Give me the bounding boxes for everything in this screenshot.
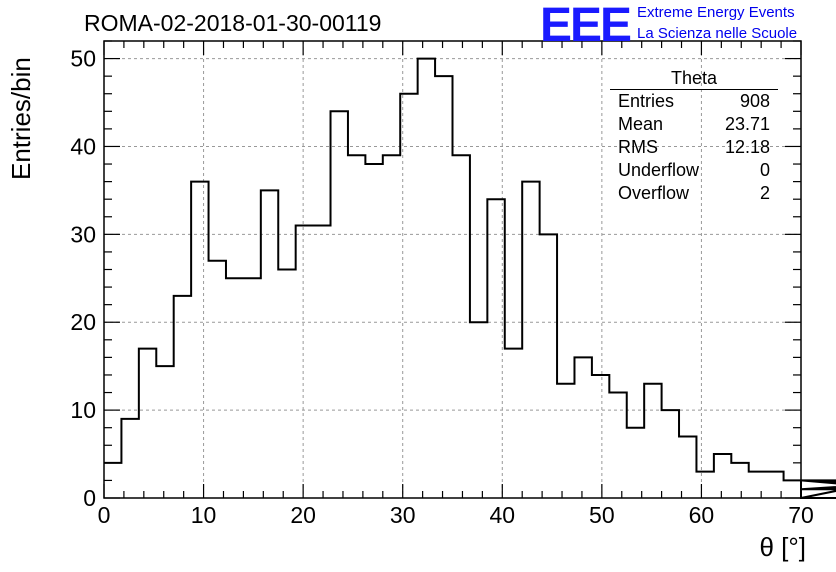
histogram-bin <box>644 384 661 498</box>
stats-title: Theta <box>610 68 778 90</box>
histogram-bin <box>627 428 644 498</box>
histogram-bin <box>522 182 539 498</box>
stats-value: 908 <box>739 91 770 111</box>
histogram-bin <box>156 366 173 498</box>
x-tick-label: 60 <box>689 502 715 528</box>
stats-row-entries: Entries 908 <box>610 90 778 113</box>
stats-value: 23.71 <box>724 114 770 134</box>
x-axis-ticks: 0 10 20 30 40 50 60 70 <box>98 41 814 528</box>
histogram-bin <box>609 393 626 498</box>
run-title: ROMA-02-2018-01-30-00119 <box>84 10 382 36</box>
histogram-bin <box>592 375 609 498</box>
y-axis-label: Entries/bin <box>6 57 36 180</box>
histogram-bin <box>348 155 365 498</box>
stats-label: Mean <box>618 114 664 134</box>
stats-label: Underflow <box>618 160 700 180</box>
histogram-bin <box>662 410 679 498</box>
stats-value: 2 <box>759 183 770 203</box>
histogram-bin <box>540 234 557 498</box>
stats-row-mean: Mean 23.71 <box>610 113 778 136</box>
histogram-bin <box>784 480 801 498</box>
histogram-bin <box>557 384 574 498</box>
histogram-bin <box>574 357 591 498</box>
x-tick-label: 40 <box>489 502 515 528</box>
histogram-bin <box>209 261 226 498</box>
y-tick-label: 50 <box>70 46 96 72</box>
histogram-outline <box>104 57 836 499</box>
histogram-bin <box>139 349 156 498</box>
logo-tagline-2: La Scienza nelle Scuole <box>637 25 798 42</box>
histogram-bin <box>505 349 522 498</box>
y-tick-label: 30 <box>70 221 96 247</box>
histogram-bin <box>679 436 696 498</box>
histogram-bin <box>121 419 138 498</box>
histogram-bars <box>104 57 836 499</box>
histogram-bin <box>174 296 191 498</box>
histogram-bin <box>226 278 243 498</box>
histogram-bin <box>749 472 766 498</box>
histogram-bin <box>714 454 731 498</box>
histogram-bin <box>278 270 295 499</box>
x-tick-label: 50 <box>589 502 615 528</box>
histogram-bin <box>435 76 452 498</box>
stats-row-rms: RMS 12.18 <box>610 136 778 159</box>
histogram-bin <box>731 463 748 498</box>
histogram-bin <box>383 155 400 498</box>
x-tick-label: 20 <box>290 502 316 528</box>
x-tick-label: 0 <box>98 502 111 528</box>
stats-label: RMS <box>618 137 658 157</box>
histogram-bin <box>313 226 330 498</box>
histogram-bin <box>696 472 713 498</box>
x-axis-label: θ [°] <box>759 532 806 562</box>
histogram-bin <box>365 164 382 498</box>
stats-row-underflow: Underflow 0 <box>610 159 778 182</box>
histogram-bin <box>418 59 435 498</box>
histogram-bin <box>261 190 278 498</box>
stats-box: Theta Entries 908 Mean 23.71 RMS 12.18 U… <box>610 68 778 205</box>
y-tick-label: 10 <box>70 397 96 423</box>
histogram-bin <box>331 111 348 498</box>
y-tick-label: 40 <box>70 133 96 159</box>
stats-row-overflow: Overflow 2 <box>610 182 778 205</box>
histogram-bin <box>243 278 260 498</box>
x-tick-label: 10 <box>191 502 217 528</box>
x-tick-label: 70 <box>788 502 814 528</box>
x-tick-label: 30 <box>390 502 416 528</box>
logo-tagline-1: Extreme Energy Events <box>637 4 795 21</box>
histogram-bin <box>191 182 208 498</box>
histogram-bin <box>453 155 470 498</box>
stats-label: Entries <box>618 91 675 111</box>
histogram-bin <box>296 226 313 498</box>
stats-label: Overflow <box>618 183 690 203</box>
eee-logo: EEE <box>540 0 632 52</box>
stats-value: 0 <box>759 160 770 180</box>
stats-value: 12.18 <box>724 137 770 157</box>
y-tick-label: 0 <box>83 485 96 511</box>
y-tick-label: 20 <box>70 309 96 335</box>
